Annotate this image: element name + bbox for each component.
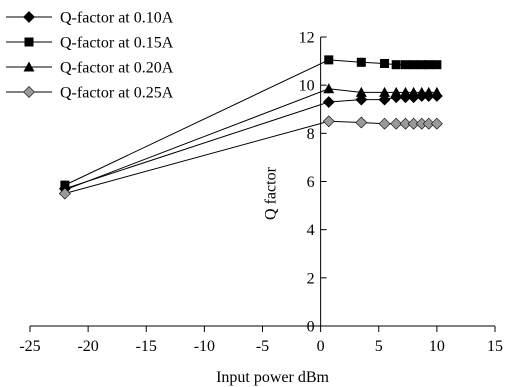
- y-tick-label: 2: [307, 270, 315, 287]
- legend-marker: [23, 86, 35, 98]
- data-point: [399, 86, 411, 97]
- data-point: [390, 117, 403, 130]
- y-axis-title: Q factor: [263, 166, 280, 220]
- data-point: [390, 86, 402, 97]
- series-line: [64, 120, 437, 195]
- data-point: [322, 96, 335, 108]
- x-tick-label: 15: [487, 338, 503, 355]
- x-tick-label: 0: [317, 338, 325, 355]
- legend-marker: [23, 61, 35, 72]
- data-point: [355, 116, 368, 129]
- legend-item: Q-factor at 0.25A: [6, 85, 174, 102]
- data-point: [324, 55, 334, 65]
- legend-label: Q-factor at 0.20A: [60, 60, 174, 77]
- y-tick-label: 10: [299, 78, 315, 95]
- data-point: [430, 117, 443, 130]
- legend-label: Q-factor at 0.25A: [60, 85, 174, 102]
- x-axis-title: Input power dBm: [216, 369, 329, 386]
- x-tick-label: -5: [256, 338, 269, 355]
- series-3: [59, 83, 443, 195]
- legend: Q-factor at 0.10A Q-factor at 0.15A Q-fact…: [6, 10, 174, 102]
- data-point: [378, 117, 391, 130]
- data-point: [391, 60, 401, 70]
- x-tick-label: 5: [375, 338, 383, 355]
- data-point: [356, 57, 366, 67]
- legend-marker: [24, 37, 34, 47]
- data-point: [416, 86, 428, 97]
- data-point: [409, 60, 419, 70]
- legend-item: Q-factor at 0.15A: [6, 35, 174, 52]
- data-point: [400, 60, 410, 70]
- y-tick-label: 4: [307, 222, 315, 239]
- data-point: [408, 86, 420, 97]
- data-point: [422, 117, 435, 130]
- legend-marker: [23, 11, 35, 23]
- axes: -25 -20 -15 -10 -5 0 5 10 15 0 2 4 6 8 10 12: [19, 30, 503, 356]
- data-point: [322, 115, 335, 128]
- series-line: [64, 88, 437, 191]
- data-point: [58, 187, 71, 200]
- x-tick-label: 10: [429, 338, 445, 355]
- data-point: [399, 117, 412, 130]
- data-point: [379, 86, 391, 97]
- data-point: [407, 117, 420, 130]
- y-tick-label: 12: [299, 30, 315, 47]
- y-tick-label: 8: [307, 126, 315, 143]
- data-point: [355, 86, 367, 97]
- y-tick-label: 0: [307, 319, 315, 336]
- legend-item: Q-factor at 0.10A: [6, 10, 174, 27]
- data-point: [323, 83, 335, 94]
- x-tick-label: -25: [19, 338, 40, 355]
- y-tick-label: 6: [307, 174, 315, 191]
- x-tick-label: -15: [136, 338, 157, 355]
- data-point: [432, 60, 442, 70]
- series-4: [58, 115, 443, 200]
- data-point: [423, 86, 435, 97]
- x-tick-label: -10: [194, 338, 215, 355]
- x-tick-label: -20: [77, 338, 98, 355]
- data-point: [431, 86, 443, 97]
- legend-label: Q-factor at 0.10A: [60, 10, 174, 27]
- legend-label: Q-factor at 0.15A: [60, 35, 174, 52]
- data-point: [417, 60, 427, 70]
- data-point: [380, 58, 390, 68]
- series-layer: [58, 55, 443, 200]
- data-point: [424, 60, 434, 70]
- legend-item: Q-factor at 0.20A: [6, 60, 174, 77]
